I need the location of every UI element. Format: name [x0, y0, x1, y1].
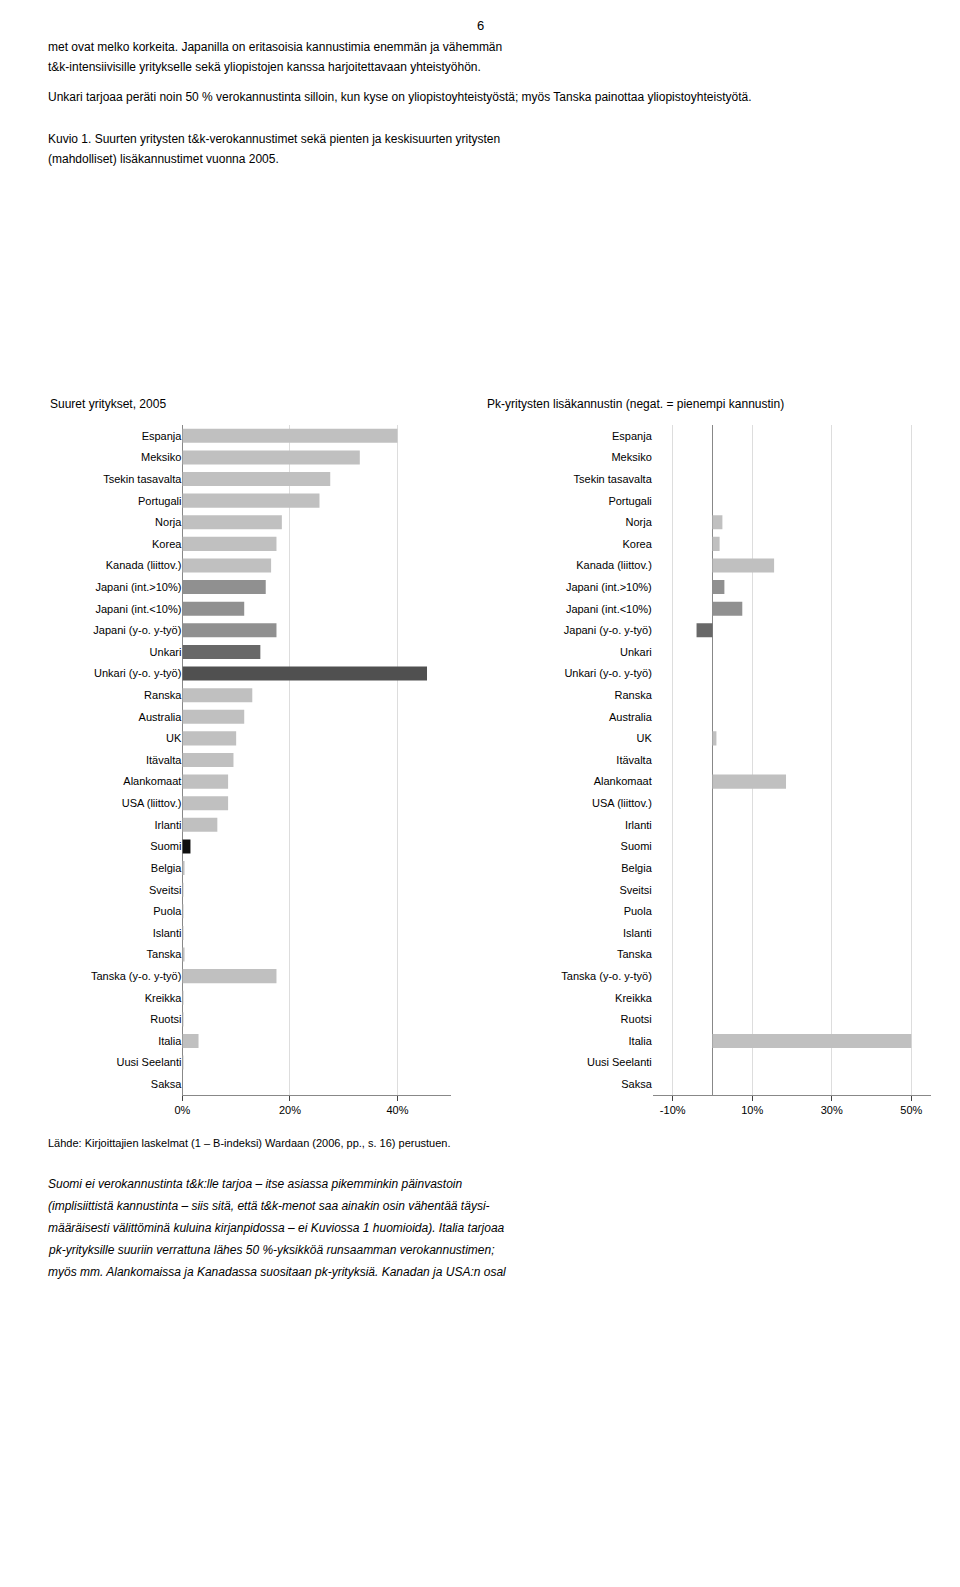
svg-text:Saksa: Saksa: [621, 1078, 652, 1090]
svg-text:Belgia: Belgia: [151, 862, 182, 874]
svg-text:Suomi: Suomi: [621, 840, 652, 852]
svg-text:Unkari: Unkari: [150, 646, 182, 658]
svg-text:Australia: Australia: [609, 711, 653, 723]
svg-text:Pk-yritysten lisäkannustin (ne: Pk-yritysten lisäkannustin (negat. = pie…: [487, 397, 784, 411]
svg-text:20%: 20%: [279, 1104, 301, 1116]
svg-text:(mahdolliset) lisäkannustimet: (mahdolliset) lisäkannustimet vuonna 200…: [48, 152, 279, 166]
svg-text:10%: 10%: [741, 1104, 763, 1116]
svg-text:Suomi: Suomi: [150, 840, 181, 852]
svg-text:-10%: -10%: [660, 1104, 686, 1116]
svg-text:Uusi Seelanti: Uusi Seelanti: [587, 1056, 652, 1068]
svg-text:Kanada (liittov.): Kanada (liittov.): [106, 559, 182, 571]
svg-text:Tsekin tasavalta: Tsekin tasavalta: [574, 473, 653, 485]
svg-text:Kreikka: Kreikka: [145, 992, 183, 1004]
svg-text:Meksiko: Meksiko: [611, 451, 651, 463]
svg-text:Kanada (liittov.): Kanada (liittov.): [576, 559, 652, 571]
svg-text:Lähde: Kirjoittajien laskelmat: Lähde: Kirjoittajien laskelmat (1 – B-in…: [48, 1137, 451, 1149]
svg-text:Italia: Italia: [158, 1035, 182, 1047]
svg-text:Suomi ei verokannustinta t&k:l: Suomi ei verokannustinta t&k:lle tarjoa …: [48, 1177, 463, 1191]
svg-text:Japani (int.>10%): Japani (int.>10%): [566, 581, 652, 593]
svg-text:Itävalta: Itävalta: [616, 754, 652, 766]
svg-text:Unkari: Unkari: [620, 646, 652, 658]
svg-text:Uusi Seelanti: Uusi Seelanti: [117, 1056, 182, 1068]
svg-text:Sveitsi: Sveitsi: [619, 884, 651, 896]
svg-text:USA (liittov.): USA (liittov.): [122, 797, 182, 809]
svg-text:Puola: Puola: [153, 905, 182, 917]
svg-text:pk-yrityksille suuriin verratt: pk-yrityksille suuriin verrattuna lähes …: [48, 1243, 495, 1257]
svg-text:UK: UK: [166, 732, 182, 744]
svg-text:Norja: Norja: [155, 516, 182, 528]
svg-text:6: 6: [477, 18, 484, 33]
svg-text:Italia: Italia: [629, 1035, 653, 1047]
svg-text:Espanja: Espanja: [612, 430, 653, 442]
svg-text:Japani (y-o. y-työ): Japani (y-o. y-työ): [93, 624, 181, 636]
svg-text:Saksa: Saksa: [151, 1078, 182, 1090]
svg-text:Unkari tarjoaa peräti noin 50: Unkari tarjoaa peräti noin 50 % verokann…: [48, 90, 752, 104]
svg-text:Ruotsi: Ruotsi: [150, 1013, 181, 1025]
svg-text:50%: 50%: [900, 1104, 922, 1116]
svg-text:Sveitsi: Sveitsi: [149, 884, 181, 896]
svg-text:met ovat melko korkeita. Japan: met ovat melko korkeita. Japanilla on er…: [48, 40, 502, 54]
svg-text:Ranska: Ranska: [615, 689, 653, 701]
svg-text:Norja: Norja: [626, 516, 653, 528]
svg-text:Unkari (y-o. y-työ): Unkari (y-o. y-työ): [564, 667, 651, 679]
svg-text:Tsekin tasavalta: Tsekin tasavalta: [103, 473, 182, 485]
svg-text:myös mm. Alankomaissa ja Kanad: myös mm. Alankomaissa ja Kanadassa suosi…: [48, 1265, 506, 1279]
svg-text:Alankomaat: Alankomaat: [594, 775, 652, 787]
svg-text:Tanska: Tanska: [147, 948, 183, 960]
svg-text:Ruotsi: Ruotsi: [621, 1013, 652, 1025]
svg-text:Korea: Korea: [622, 538, 652, 550]
svg-text:Australia: Australia: [139, 711, 183, 723]
svg-text:Irlanti: Irlanti: [625, 819, 652, 831]
svg-text:t&k-intensiivisille yrityksell: t&k-intensiivisille yritykselle sekä yli…: [48, 60, 481, 74]
svg-text:Kuvio 1. Suurten yritysten t&k: Kuvio 1. Suurten yritysten t&k-verokannu…: [48, 132, 500, 146]
svg-text:USA (liittov.): USA (liittov.): [592, 797, 652, 809]
svg-text:Japani (int.>10%): Japani (int.>10%): [95, 581, 181, 593]
svg-text:Belgia: Belgia: [621, 862, 652, 874]
svg-text:Meksiko: Meksiko: [141, 451, 181, 463]
svg-text:Irlanti: Irlanti: [154, 819, 181, 831]
svg-text:Suuret yritykset, 2005: Suuret yritykset, 2005: [50, 397, 166, 411]
svg-text:määräisesti välittöminä kuluin: määräisesti välittöminä kuluina kirjanpi…: [48, 1221, 505, 1235]
svg-text:Tanska: Tanska: [617, 948, 653, 960]
svg-text:30%: 30%: [821, 1104, 843, 1116]
svg-text:Puola: Puola: [624, 905, 653, 917]
svg-text:Japani (int.<10%): Japani (int.<10%): [95, 603, 181, 615]
svg-text:Japani (int.<10%): Japani (int.<10%): [566, 603, 652, 615]
svg-text:Islanti: Islanti: [623, 927, 652, 939]
svg-text:Portugali: Portugali: [608, 495, 651, 507]
svg-text:Islanti: Islanti: [153, 927, 182, 939]
svg-text:0%: 0%: [174, 1104, 190, 1116]
svg-text:Espanja: Espanja: [142, 430, 183, 442]
svg-text:UK: UK: [637, 732, 653, 744]
svg-text:Unkari (y-o. y-työ): Unkari (y-o. y-työ): [94, 667, 181, 679]
svg-text:Alankomaat: Alankomaat: [123, 775, 181, 787]
svg-text:(implisiittistä kannustinta –: (implisiittistä kannustinta – siis sitä,…: [48, 1199, 490, 1213]
svg-text:Japani (y-o. y-työ): Japani (y-o. y-työ): [564, 624, 652, 636]
svg-text:Tanska (y-o. y-työ): Tanska (y-o. y-työ): [561, 970, 651, 982]
svg-text:Portugali: Portugali: [138, 495, 181, 507]
svg-text:Korea: Korea: [152, 538, 182, 550]
svg-text:Kreikka: Kreikka: [615, 992, 653, 1004]
svg-text:Ranska: Ranska: [144, 689, 182, 701]
svg-text:Itävalta: Itävalta: [146, 754, 182, 766]
svg-text:40%: 40%: [386, 1104, 408, 1116]
svg-text:Tanska (y-o. y-työ): Tanska (y-o. y-työ): [91, 970, 181, 982]
